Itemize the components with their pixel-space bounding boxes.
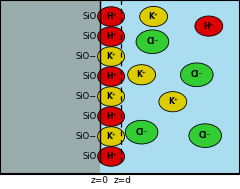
Text: K⁺: K⁺	[106, 132, 116, 141]
Circle shape	[98, 127, 125, 146]
Text: SiO−: SiO−	[76, 132, 97, 141]
Text: K⁺: K⁺	[149, 12, 159, 21]
Text: K⁺: K⁺	[106, 92, 116, 101]
Text: H⁺: H⁺	[106, 72, 116, 81]
Text: H⁺: H⁺	[106, 12, 116, 21]
Text: H⁺: H⁺	[106, 112, 116, 121]
Circle shape	[98, 147, 125, 166]
Circle shape	[98, 7, 125, 26]
Text: SiO: SiO	[83, 112, 97, 121]
Text: z=d: z=d	[114, 176, 132, 185]
Circle shape	[140, 6, 168, 27]
Bar	[100, 0, 240, 174]
Text: H⁺: H⁺	[106, 152, 116, 161]
Text: z=0: z=0	[90, 176, 108, 185]
Text: H⁺: H⁺	[106, 32, 116, 41]
Circle shape	[128, 65, 156, 85]
Circle shape	[98, 67, 125, 86]
Circle shape	[98, 107, 125, 126]
Text: SiO: SiO	[83, 72, 97, 81]
Text: Cl⁻: Cl⁻	[146, 37, 159, 46]
Text: Cl⁻: Cl⁻	[199, 131, 211, 140]
Circle shape	[180, 63, 213, 87]
Circle shape	[136, 30, 169, 53]
Circle shape	[195, 16, 223, 36]
Text: SiO: SiO	[83, 152, 97, 161]
Text: H⁺: H⁺	[204, 22, 214, 31]
Circle shape	[98, 87, 125, 106]
Text: K⁺: K⁺	[168, 97, 178, 106]
Text: K⁺: K⁺	[106, 52, 116, 61]
Bar	[0, 0, 100, 174]
Text: SiO: SiO	[83, 12, 97, 21]
Text: SiO−: SiO−	[76, 92, 97, 101]
Circle shape	[98, 27, 125, 46]
Text: K⁺: K⁺	[137, 70, 147, 79]
Text: Cl⁻: Cl⁻	[135, 128, 148, 137]
Circle shape	[125, 120, 158, 144]
Text: Cl⁻: Cl⁻	[191, 70, 203, 79]
Circle shape	[98, 47, 125, 66]
Text: SiO: SiO	[83, 32, 97, 41]
Circle shape	[159, 92, 187, 112]
Text: SiO−: SiO−	[76, 52, 97, 61]
Circle shape	[189, 124, 222, 147]
